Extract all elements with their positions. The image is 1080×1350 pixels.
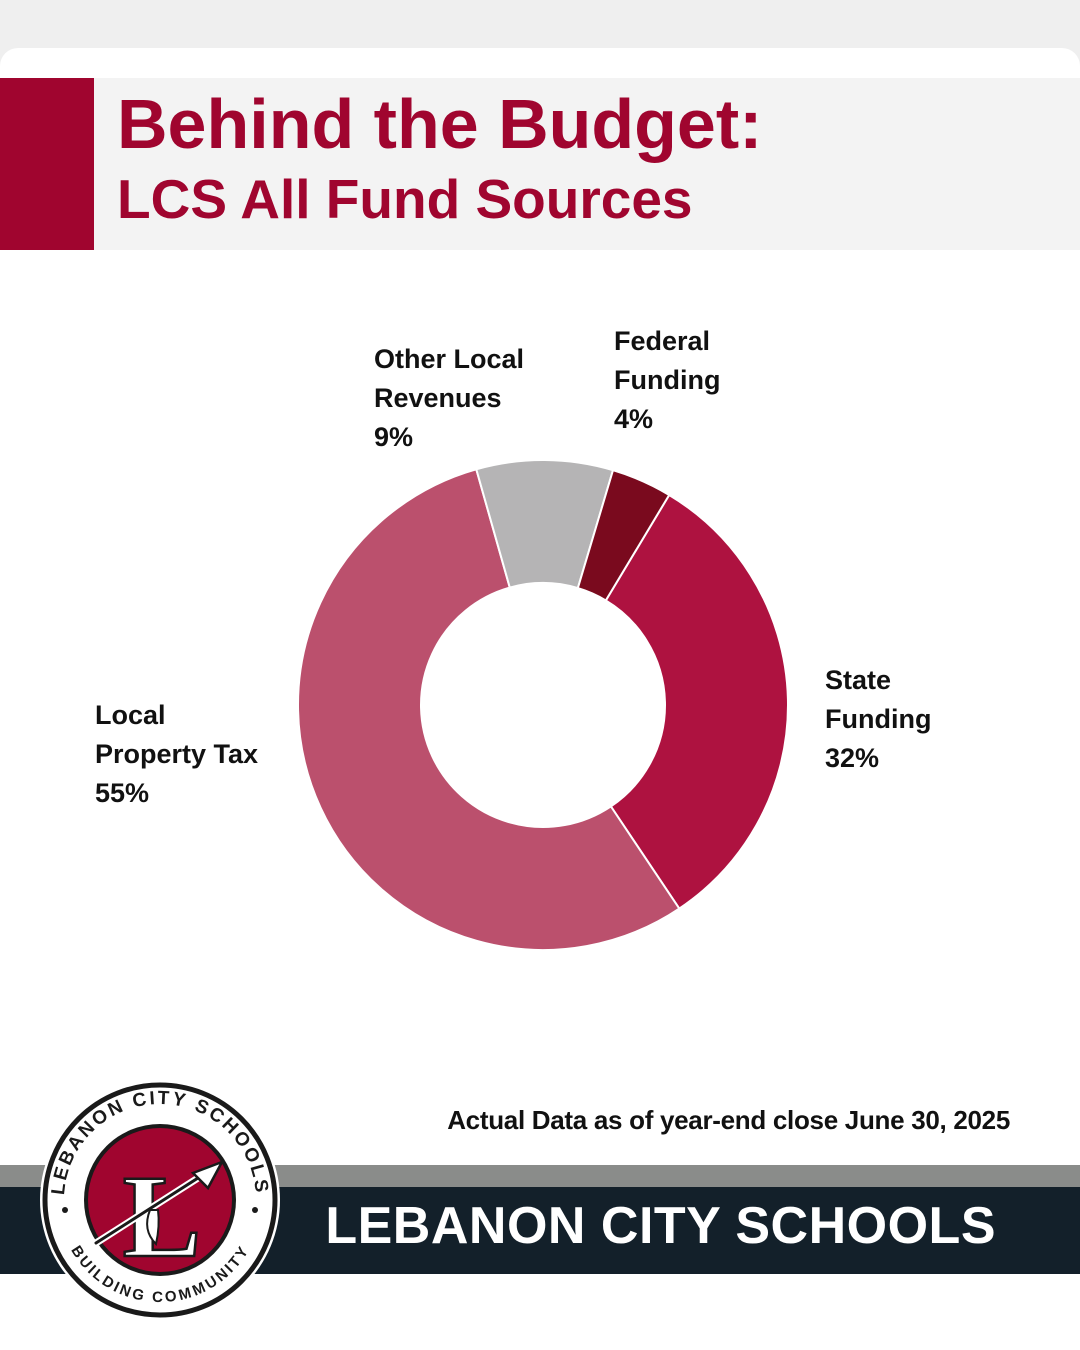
arrow-feather-icon <box>92 1159 225 1247</box>
slice-label-federal-funding: Federal Funding 4% <box>614 322 720 439</box>
slice-label-local-property-tax: Local Property Tax 55% <box>95 696 258 813</box>
footer-school-name: LEBANON CITY SCHOOLS <box>325 1197 996 1255</box>
header-accent-bar <box>0 78 94 250</box>
slice-percent: 9% <box>374 422 414 452</box>
slice-label-line: Funding <box>614 365 721 395</box>
seal-dot <box>62 1207 68 1213</box>
donut-slice-1 <box>297 468 681 951</box>
slice-percent: 4% <box>614 404 654 434</box>
slice-label-line: Funding <box>825 704 932 734</box>
header-band <box>0 78 1080 250</box>
slice-label-state-funding: State Funding 32% <box>825 661 931 778</box>
slice-label-line: State <box>825 665 892 695</box>
slice-label-line: Local <box>95 700 166 730</box>
slice-percent: 32% <box>825 743 880 773</box>
slice-label-line: Revenues <box>374 383 502 413</box>
donut-slice-3 <box>576 468 671 602</box>
slice-label-line: Other Local <box>374 344 525 374</box>
data-source-note: Actual Data as of year-end close June 30… <box>447 1105 1010 1135</box>
slice-percent: 55% <box>95 778 150 808</box>
school-seal-logo: LEBANON CITY SCHOOLS BUILDING COMMUNITY … <box>40 1080 280 1320</box>
donut-slice-0 <box>604 493 789 910</box>
page-subtitle: LCS All Fund Sources <box>117 168 693 230</box>
seal-dot <box>252 1207 258 1213</box>
page-title: Behind the Budget: <box>117 85 763 163</box>
slice-label-other-local-revenues: Other Local Revenues 9% <box>374 340 524 457</box>
slice-label-line: Federal <box>614 326 711 356</box>
slice-label-line: Property Tax <box>95 739 259 769</box>
